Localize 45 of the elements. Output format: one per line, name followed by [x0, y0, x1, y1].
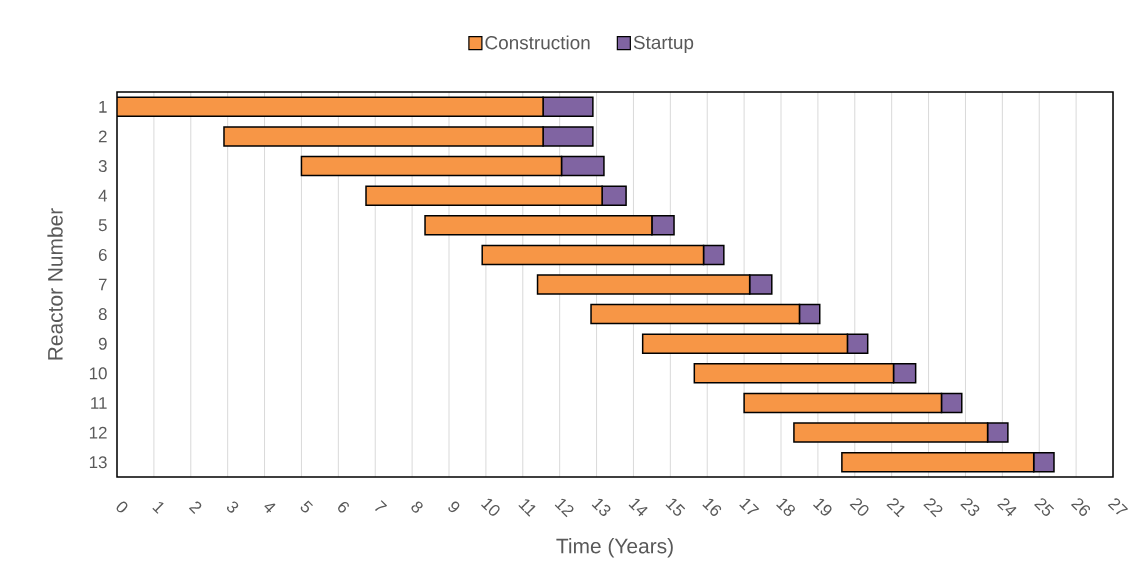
x-tick-label: 12 [554, 498, 574, 518]
y-tick-label: 8 [98, 308, 107, 321]
y-tick-label: 2 [98, 130, 107, 143]
legend-label: Construction [485, 35, 590, 50]
x-tick-label: 2 [188, 501, 202, 514]
y-tick-label: 7 [98, 278, 107, 291]
x-tick-label: 24 [997, 498, 1017, 517]
y-tick-label: 1 [99, 100, 107, 113]
x-tick-label: 27 [1107, 498, 1129, 515]
x-tick-label: 4 [264, 503, 276, 513]
x-tick-label: 13 [591, 498, 611, 517]
y-tick-label: 12 [89, 426, 107, 439]
x-tick-label: 6 [338, 501, 349, 513]
x-tick-label: 7 [374, 500, 388, 512]
legend-label: Startup [633, 35, 694, 53]
y-tick-label: 4 [98, 189, 107, 202]
x-tick-label: 18 [776, 498, 795, 517]
x-tick-label: 15 [665, 498, 686, 516]
y-axis-title: Reactor Number [47, 208, 63, 360]
y-tick-label: 6 [98, 248, 107, 261]
x-tick-label: 9 [448, 501, 460, 513]
x-tick-label: 19 [813, 498, 832, 516]
y-tick-label: 11 [91, 397, 107, 409]
x-tick-label: 0 [116, 501, 128, 513]
x-tick-label: 3 [226, 501, 239, 513]
x-tick-label: 20 [849, 498, 869, 516]
x-tick-label: 16 [702, 498, 722, 516]
x-tick-label: 8 [411, 501, 423, 513]
x-tick-label: 25 [1034, 498, 1055, 516]
x-tick-label: 21 [886, 498, 905, 518]
y-tick-label: 9 [98, 337, 107, 350]
x-tick-label: 10 [481, 498, 500, 516]
x-tick-label: 17 [739, 498, 760, 515]
x-axis-title: Time (Years) [556, 538, 673, 558]
y-tick-label: 5 [98, 219, 107, 232]
x-tick-label: 23 [960, 498, 980, 517]
x-tick-label: 22 [923, 498, 943, 518]
x-tick-label: 14 [628, 498, 648, 517]
x-tick-label: 1 [152, 502, 164, 514]
x-tick-label: 11 [518, 499, 536, 517]
y-tick-label: 3 [98, 160, 107, 173]
x-tick-label: 26 [1070, 498, 1091, 516]
y-tick-label: 13 [89, 456, 107, 469]
y-tick-label: 10 [89, 367, 107, 380]
x-tick-label: 5 [300, 500, 313, 513]
